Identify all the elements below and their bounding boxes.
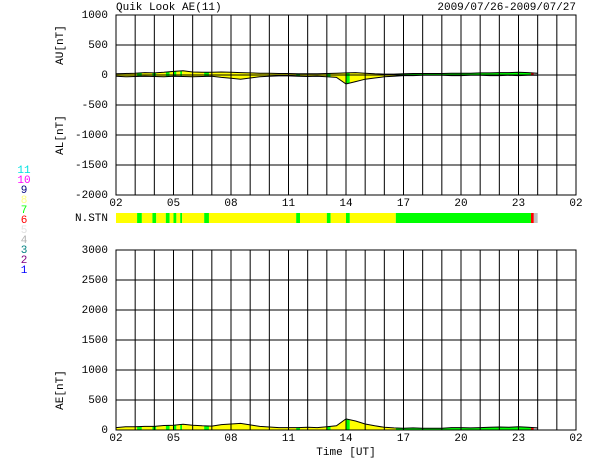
x-tick-label: 11 bbox=[282, 433, 296, 445]
y-tick-label: 0 bbox=[101, 425, 108, 437]
station-segment bbox=[173, 213, 177, 223]
x-tick-label: 02 bbox=[109, 433, 122, 445]
area-fill bbox=[180, 424, 183, 430]
area-fill bbox=[176, 70, 181, 75]
y-tick-label: 3000 bbox=[82, 245, 108, 257]
station-segment bbox=[330, 213, 346, 223]
strip-label: N.STN bbox=[75, 213, 108, 225]
y-tick-label: -1000 bbox=[75, 130, 108, 142]
legend-label: 4 bbox=[21, 235, 28, 247]
data-line bbox=[115, 418, 538, 429]
x-tick-label: 20 bbox=[454, 433, 467, 445]
station-segment bbox=[182, 213, 205, 223]
plot-frame bbox=[115, 14, 577, 196]
legend-label: 9 bbox=[21, 185, 28, 197]
area-fill bbox=[165, 425, 170, 430]
x-tick-label: 20 bbox=[454, 198, 467, 210]
x-tick-label: 02 bbox=[569, 433, 582, 445]
x-tick-label: 08 bbox=[224, 433, 237, 445]
x-tick-label: 08 bbox=[224, 198, 237, 210]
y-tick-label: 1000 bbox=[82, 365, 108, 377]
y-tick-label: -2000 bbox=[75, 190, 108, 202]
y-tick-label: 2500 bbox=[82, 275, 108, 287]
y-tick-label: 1500 bbox=[82, 335, 108, 347]
station-segment bbox=[296, 213, 300, 223]
legend-label: 6 bbox=[21, 215, 28, 227]
x-tick-label: 11 bbox=[282, 198, 296, 210]
station-segment bbox=[137, 213, 142, 223]
station-segment bbox=[349, 213, 396, 223]
station-segment bbox=[208, 213, 297, 223]
area-fill bbox=[326, 426, 331, 430]
x-tick-label: 02 bbox=[109, 198, 122, 210]
station-segment bbox=[156, 213, 166, 223]
x-tick-label: 14 bbox=[339, 433, 353, 445]
y-axis-label: AE[nT] bbox=[55, 370, 67, 410]
area-fill bbox=[156, 425, 166, 430]
x-tick-label: 05 bbox=[167, 198, 180, 210]
station-segment bbox=[141, 213, 153, 223]
y-tick-label: 2000 bbox=[82, 305, 108, 317]
station-segment bbox=[180, 213, 183, 223]
station-segment bbox=[326, 213, 331, 223]
area-fill bbox=[204, 72, 209, 75]
station-segment bbox=[165, 213, 170, 223]
legend-label: 5 bbox=[21, 225, 28, 237]
plot-frame bbox=[115, 249, 577, 431]
station-segment bbox=[300, 213, 327, 223]
station-segment bbox=[169, 213, 174, 223]
y-axis-label: AL[nT] bbox=[55, 115, 67, 155]
x-tick-label: 02 bbox=[569, 198, 582, 210]
x-tick-label: 23 bbox=[512, 198, 525, 210]
y-tick-label: 500 bbox=[88, 40, 108, 52]
y-tick-label: 0 bbox=[101, 70, 108, 82]
legend-label: 2 bbox=[21, 255, 28, 267]
area-fill bbox=[296, 427, 300, 430]
legend-label: 7 bbox=[21, 205, 28, 217]
station-segment bbox=[116, 213, 138, 223]
x-tick-label: 14 bbox=[339, 198, 353, 210]
area-fill bbox=[169, 71, 174, 75]
x-tick-label: 23 bbox=[512, 433, 525, 445]
legend-label: 8 bbox=[21, 195, 28, 207]
area-fill bbox=[204, 425, 209, 430]
area-fill bbox=[173, 424, 177, 430]
area-fill bbox=[176, 424, 181, 430]
x-tick-label: 05 bbox=[167, 433, 180, 445]
station-segment bbox=[395, 213, 531, 223]
x-axis-label: Time [UT] bbox=[316, 447, 375, 459]
y-tick-label: -1500 bbox=[75, 160, 108, 172]
area-fill bbox=[180, 70, 183, 75]
x-tick-label: 17 bbox=[397, 433, 410, 445]
legend-label: 1 bbox=[21, 265, 28, 277]
station-segment bbox=[530, 213, 534, 223]
y-tick-label: 500 bbox=[88, 395, 108, 407]
area-fill bbox=[137, 426, 142, 430]
date-range: 2009/07/26-2009/07/27 bbox=[437, 2, 576, 14]
station-segment bbox=[152, 213, 157, 223]
y-tick-label: -500 bbox=[82, 100, 108, 112]
data-line bbox=[115, 74, 538, 85]
area-fill bbox=[346, 418, 350, 430]
legend-label: 3 bbox=[21, 245, 28, 257]
station-segment bbox=[533, 213, 538, 223]
station-segment bbox=[176, 213, 181, 223]
area-fill bbox=[349, 75, 396, 84]
area-fill bbox=[173, 71, 177, 75]
station-segment bbox=[204, 213, 209, 223]
y-axis-label: AU[nT] bbox=[55, 25, 67, 65]
area-fill bbox=[141, 426, 153, 430]
data-line bbox=[115, 70, 538, 75]
area-fill bbox=[165, 71, 170, 75]
station-segment bbox=[346, 213, 350, 223]
chart-title: Quik Look AE(11) bbox=[116, 2, 222, 14]
area-fill bbox=[346, 75, 350, 84]
legend-label: 11 bbox=[17, 165, 31, 177]
legend-label: 10 bbox=[17, 175, 30, 187]
x-tick-label: 17 bbox=[397, 198, 410, 210]
y-tick-label: 1000 bbox=[82, 10, 108, 22]
area-fill bbox=[169, 425, 174, 430]
